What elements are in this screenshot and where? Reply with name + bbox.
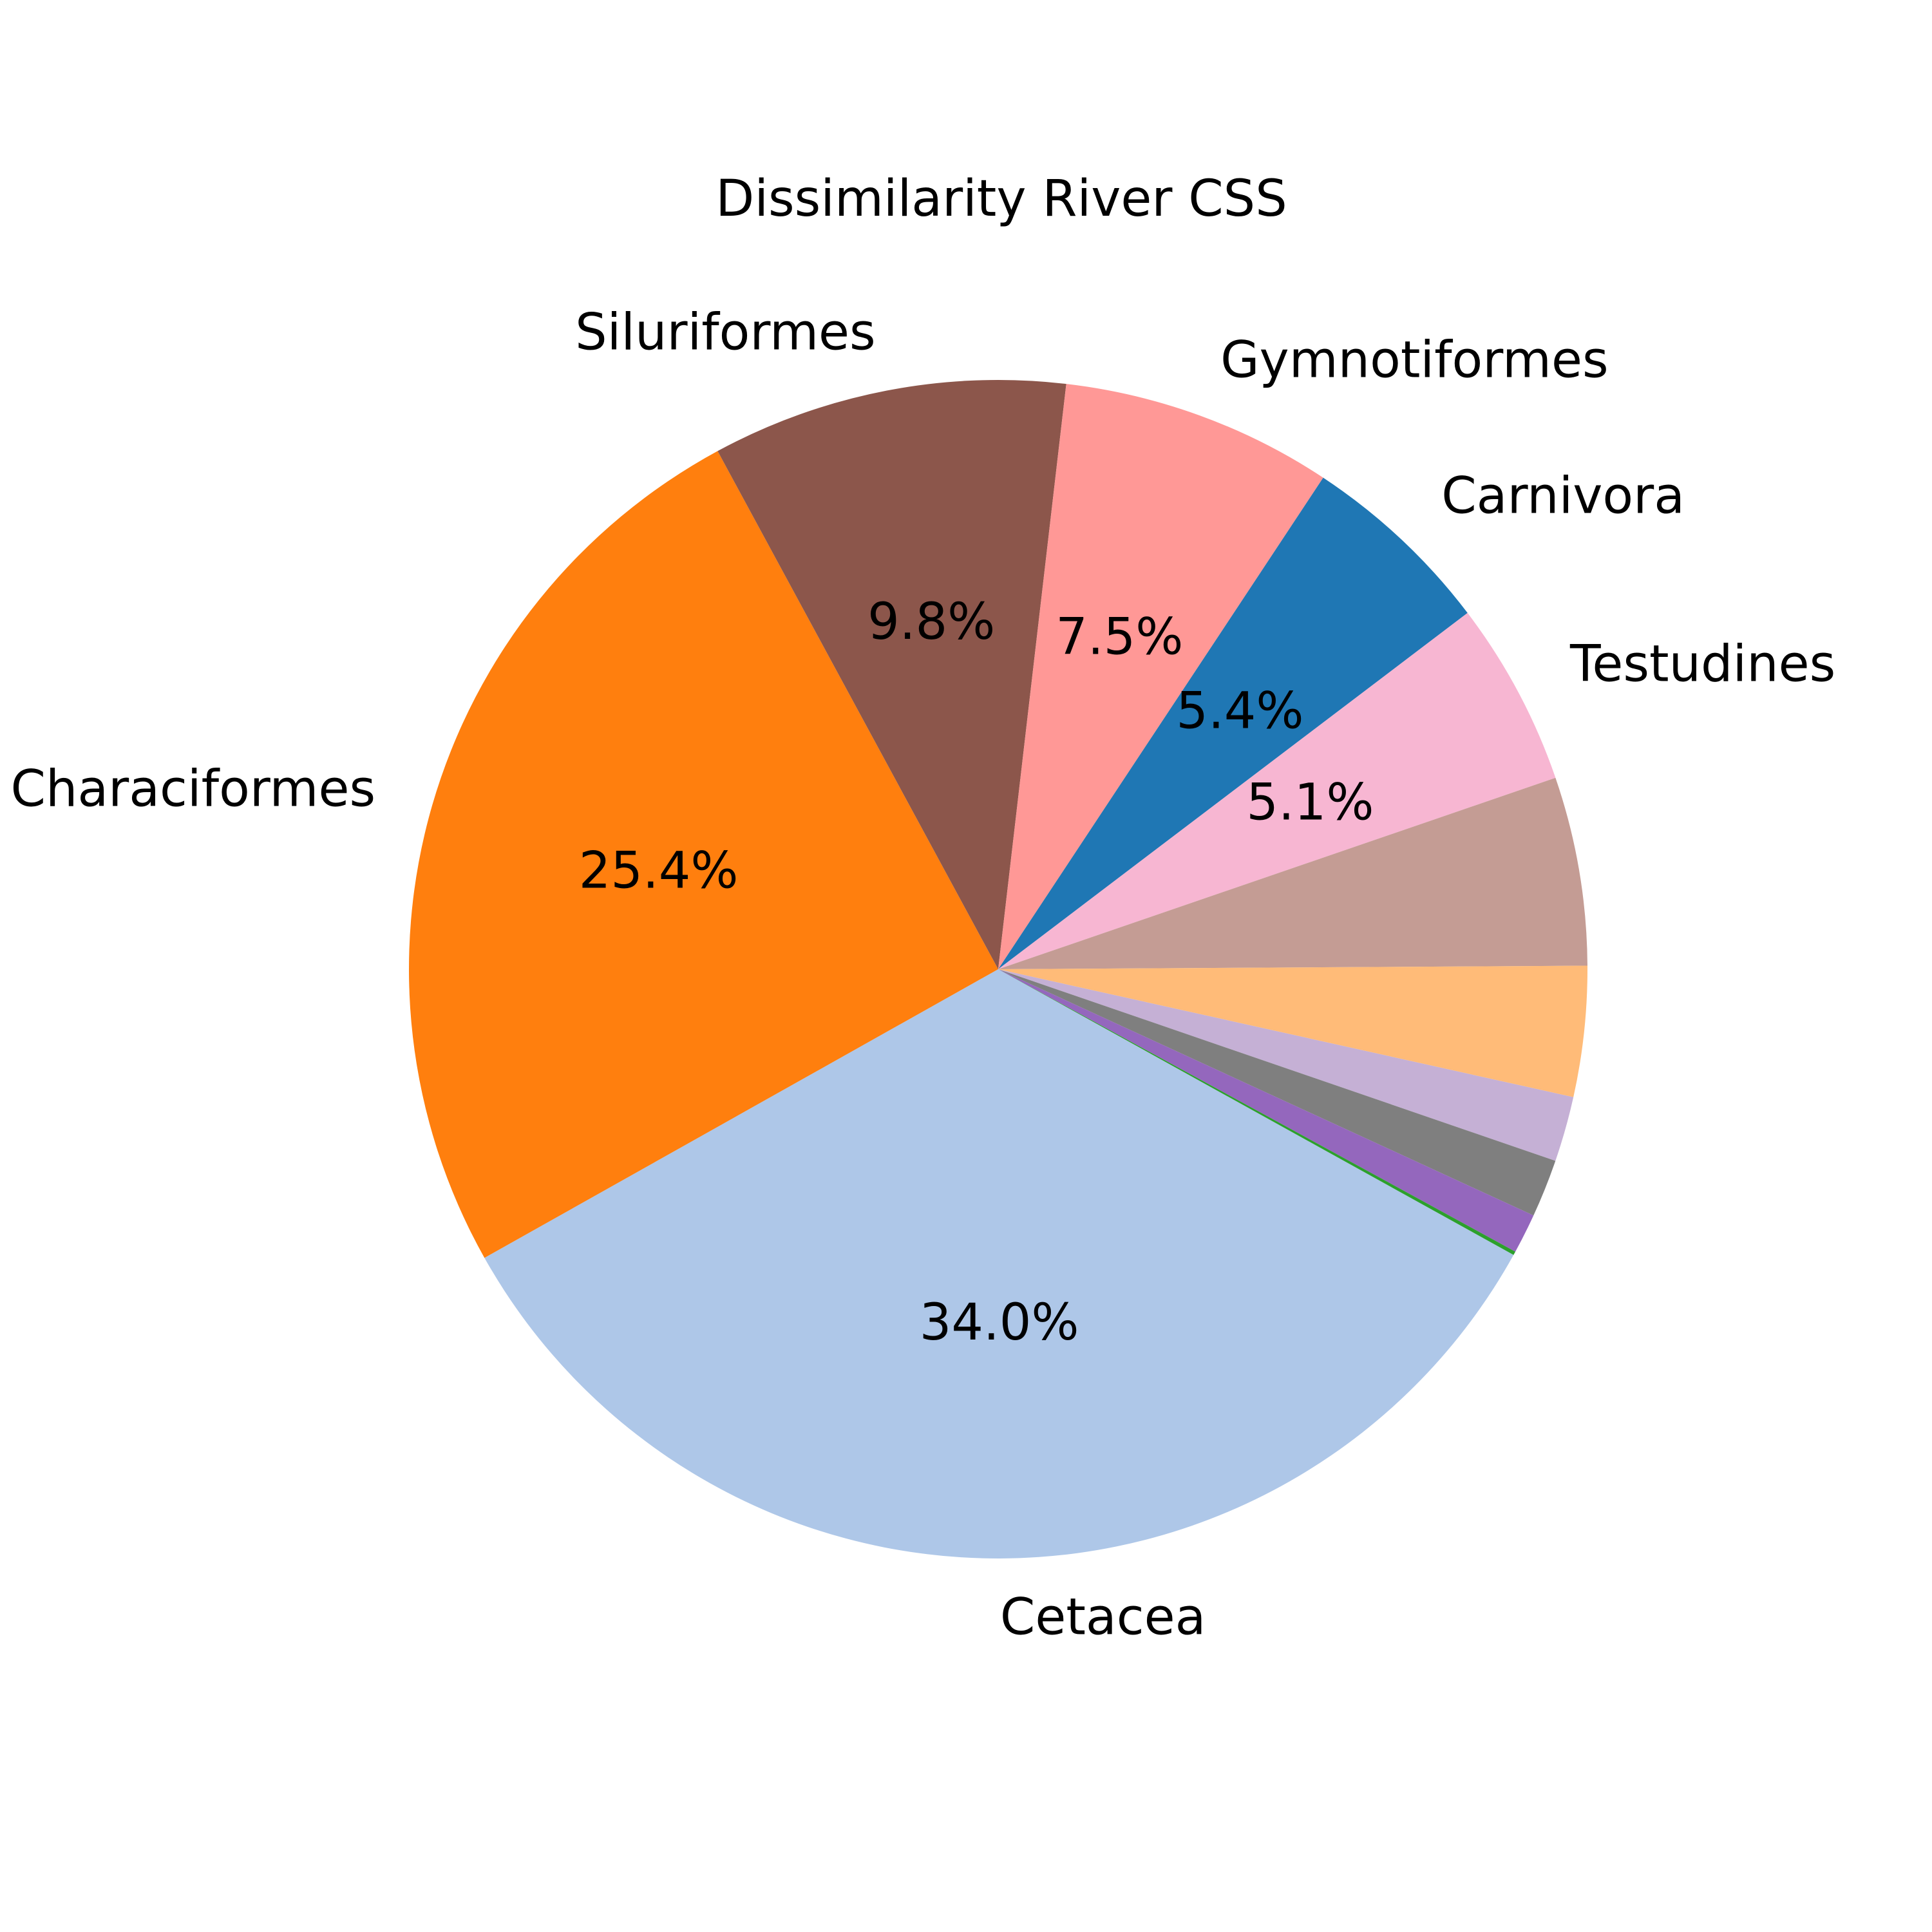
pie-slice-category-label: Gymnotiformes <box>1220 332 1608 390</box>
pie-slice-siluriformes <box>717 380 1066 969</box>
pie-slice-6 <box>998 777 1587 969</box>
pie-slice-category-label: Carnivora <box>1441 468 1685 526</box>
pie-slice-carnivora <box>998 477 1468 969</box>
pie-slice-category-label: Characiformes <box>10 761 375 819</box>
pie-slice-percent-label: 25.4% <box>579 842 739 900</box>
pie-slice-percent-label: 5.1% <box>1246 774 1374 832</box>
pie-slice-8 <box>998 969 1574 1161</box>
pie-slice-gymnotiformes <box>998 384 1323 969</box>
pie-labels: 34.0% Cetacea 25.4% Characiformes 9.8% Siluri… <box>10 304 1835 1647</box>
pie-slice-11 <box>998 969 1516 1255</box>
pie-slice-category-label: Cetacea <box>1000 1589 1206 1647</box>
pie-slice-percent-label: 5.4% <box>1176 682 1303 740</box>
pie-slice-percent-label: 9.8% <box>867 593 995 651</box>
pie-slice-9 <box>998 969 1556 1216</box>
pie-slice-cetacea <box>484 969 1514 1559</box>
pie-slice-testudines <box>998 612 1556 969</box>
pie-slice-category-label: Testudines <box>1569 635 1835 693</box>
pie-slice-7 <box>998 965 1587 1097</box>
pie-slice-percent-label: 7.5% <box>1056 608 1183 666</box>
chart-title: Dissimilarity River CSS <box>715 170 1287 228</box>
pie-slice-category-label: Siluriformes <box>575 304 876 362</box>
pie-slice-10 <box>998 969 1534 1252</box>
pie-slice-characiformes <box>409 451 998 1258</box>
pie-slice-percent-label: 34.0% <box>920 1294 1079 1352</box>
pie-slices <box>409 380 1587 1559</box>
